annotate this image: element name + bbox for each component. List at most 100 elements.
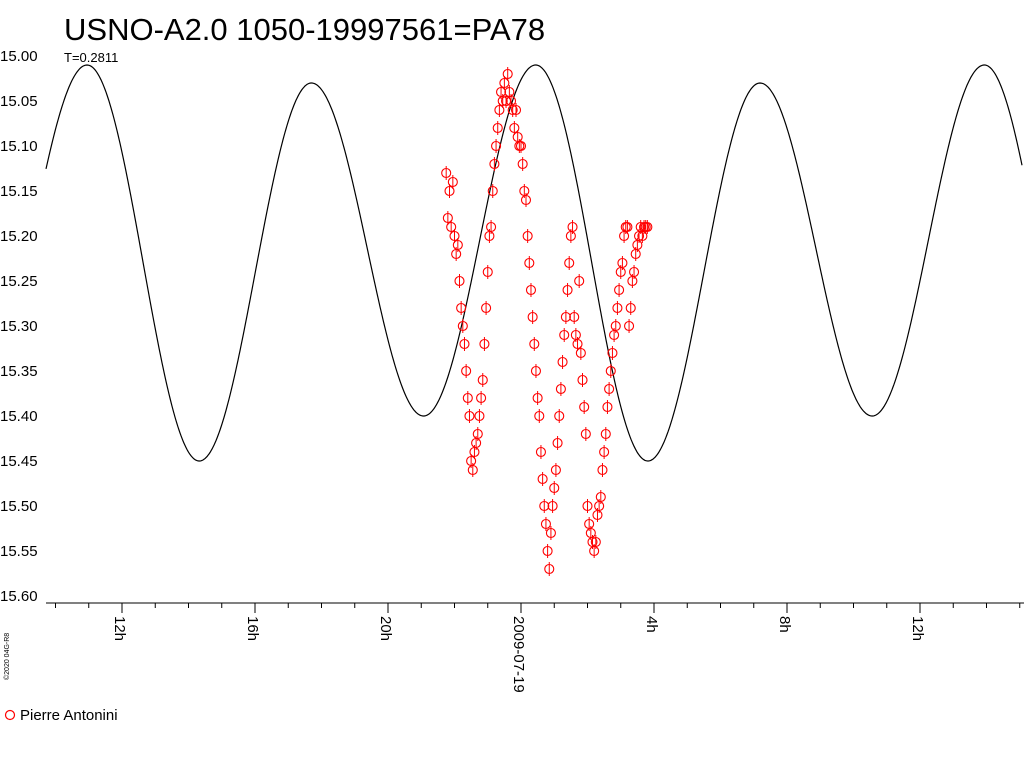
x-tick-label: 16h [244,616,261,641]
y-tick-label: 15.15 [0,183,38,200]
observation-point [464,409,475,423]
y-tick-label: 15.10 [0,138,38,155]
y-tick-label: 15.35 [0,363,38,380]
legend: Pierre Antonini [4,707,118,724]
chart-subtitle: T=0.2811 [64,50,118,65]
observation-point [509,121,520,135]
observation-points [441,67,653,576]
observation-point [520,193,532,207]
observation-point [472,427,483,441]
observation-point [545,526,556,540]
observation-point [530,364,542,378]
observation-point [525,283,537,297]
observation-point [575,346,586,360]
observation-point [540,517,551,531]
observation-point [597,463,608,477]
observation-point [590,535,601,549]
observation-point [539,499,550,513]
observation-point [522,229,533,243]
observation-point [549,481,560,495]
observation-point [604,382,615,396]
observation-point [554,409,565,423]
observation-point [515,139,527,153]
observation-point [477,373,488,387]
y-tick-label: 15.60 [0,588,38,605]
observation-point [612,301,623,315]
observation-point [569,310,580,324]
copyright-text: ©2020 04G-R8 [3,633,11,680]
observation-point [507,103,518,117]
observation-point [607,346,618,360]
observation-point [535,445,547,459]
observation-point [494,103,505,117]
observation-point [605,364,616,378]
observation-point [491,139,502,153]
observation-point [486,220,497,234]
y-tick-label: 15.40 [0,408,38,425]
x-tick-label: 8h [776,616,793,633]
observation-point [559,328,570,342]
observation-point [461,364,472,378]
y-axis: 15.00 15.05 15.10 15.15 15.20 15.25 15.30 15.35… [0,48,38,605]
observation-point [452,238,463,252]
legend-marker-icon [4,709,16,721]
observation-point [534,409,545,423]
model-curve [45,64,1023,462]
observation-point [449,229,460,243]
observation-point [529,337,540,351]
observation-point [532,391,543,405]
observation-point [562,283,573,297]
y-tick-label: 15.05 [0,93,38,110]
observation-point [595,490,606,504]
observation-point [580,427,591,441]
observation-point [610,319,621,333]
observation-point [479,337,490,351]
observation-point [497,94,508,108]
observation-point [444,184,455,198]
observation-point [600,427,611,441]
observation-point [441,166,452,180]
observation-point [527,310,538,324]
observation-point [552,436,563,450]
observation-point [577,373,588,387]
observation-point [492,121,503,135]
observation-point [524,256,535,270]
observation-point [487,184,498,198]
observation-point [462,391,473,405]
observation-point [599,445,610,459]
x-tick-label: 12h [909,616,926,641]
observation-point [625,301,636,315]
observation-point [510,103,522,117]
y-tick-label: 15.20 [0,228,38,245]
observation-point [456,301,467,315]
observation-point [481,301,492,315]
y-tick-label: 15.45 [0,453,38,470]
observation-point [557,355,568,369]
observation-point [502,67,513,81]
x-tick-label: 12h [111,616,128,641]
observation-point [542,544,553,558]
observation-point [457,319,468,333]
observation-point [617,256,628,270]
observation-point [614,283,625,297]
x-tick-label: 2009-07-19 [510,616,527,693]
observation-point [447,175,458,189]
chart-title: USNO-A2.0 1050-19997561=PA78 [64,12,545,47]
observation-point [482,265,493,279]
observation-point [642,220,653,234]
observation-point [476,391,487,405]
x-axis: 12h 16h 20h 2009-07-19 4h 8h 12h [46,602,1024,693]
observation-point [474,409,485,423]
observation-point [442,211,453,225]
observation-point [564,256,575,270]
observation-point [579,400,590,414]
observation-point [572,337,583,351]
observation-point [499,76,510,90]
observation-point [622,220,633,234]
y-tick-label: 15.25 [0,273,38,290]
observation-point [582,499,593,513]
observation-point [624,319,635,333]
observation-point [454,274,465,288]
observation-point [537,472,548,486]
